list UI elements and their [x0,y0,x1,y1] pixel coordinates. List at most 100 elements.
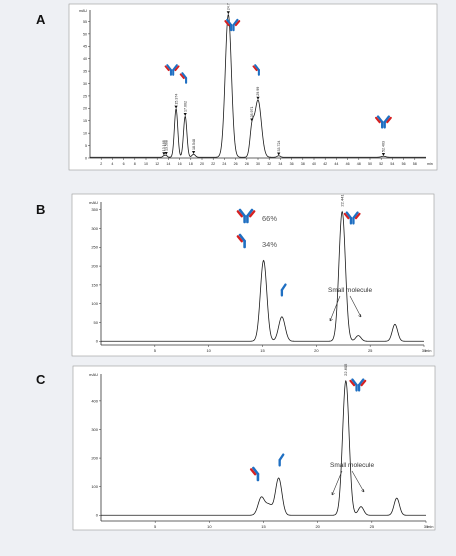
arrow-small-molecule [349,295,362,318]
y-tick-label: 200 [91,264,98,269]
x-tick-label: 10 [207,524,212,529]
x-tick-label: 2 [100,162,102,166]
y-tick-label: 15 [83,119,87,123]
annotation-66-percent: 66% [262,214,277,223]
x-tick-label: 5 [154,348,157,353]
panel-label-a: A [36,12,46,27]
y-tick-label: 40 [83,57,87,61]
antibody-chain [280,283,287,292]
x-tick-label: 32 [267,162,271,166]
y-tick-label: 55 [83,20,87,24]
x-tick-label: 22 [211,162,215,166]
x-tick-label: 5 [154,524,157,529]
x-tick-label: 30 [424,524,429,529]
panel-c-trace [101,379,426,516]
antibody-glyph-a-main [224,18,241,32]
antibody-glyph-b-66 [236,208,256,224]
x-tick-label: 40 [312,162,316,166]
antibody-chain [179,73,185,80]
peak-marker [192,151,196,155]
antibody-chain [252,466,260,476]
antibody-chain [345,211,353,220]
panel-a-trace [90,14,426,158]
antibody-chain [375,116,381,124]
x-tick-label: 26 [234,162,238,166]
antibody-glyph-a-17 [179,72,188,84]
y-tick-label: 35 [83,70,87,74]
x-tick-label: 8 [134,162,136,166]
annotation-small-molecule: Small molecule [328,287,372,294]
y-tick-label: 25 [83,94,87,98]
antibody-chain [181,72,188,80]
x-tick-label: 18 [189,162,193,166]
peak-marker [256,96,260,100]
y-tick-label: 100 [91,301,98,306]
peak-label: 13.168 [162,140,166,151]
antibody-chain [174,65,180,72]
antibody-chain [254,64,260,72]
x-tick-label: 38 [301,162,305,166]
arrow-small-molecule [351,470,365,493]
antibody-glyph-b-hc [280,283,287,297]
x-tick-label: 50 [368,162,372,166]
x-tick-label: 52 [379,162,383,166]
x-tick-label: 58 [413,162,417,166]
peak-label: 17.002 [183,101,187,112]
antibody-chain [351,378,358,387]
antibody-chain [238,208,246,218]
x-tick-label: 12 [155,162,159,166]
y-tick-label: 10 [83,132,87,136]
peak-marker [226,11,230,15]
antibody-chain [236,210,243,218]
peak-label: 52.403 [382,141,386,152]
antibody-chain [166,64,172,72]
peak-label: 28.971 [250,107,254,118]
arrow-small-molecule [331,470,343,496]
peak-marker [250,118,254,122]
panel-label-c: C [36,372,46,387]
annotation-34-percent: 34% [262,240,277,249]
antibody-chain [352,211,359,220]
panel-b-frame [71,193,435,357]
antibody-chain [238,233,246,243]
peak-label: 22.605 [343,363,348,376]
peak-label: 29.99 [256,87,260,96]
antibody-chain [226,18,233,27]
x-tick-label: 24 [222,162,226,166]
antibody-chain [249,210,256,218]
antibody-glyph-c-hc [278,453,285,467]
y-axis-label: mAU [89,372,98,377]
y-tick-label: 350 [91,207,98,212]
peak-label: 18.548 [192,139,196,150]
x-tick-label: 46 [346,162,350,166]
antibody-chain [386,116,392,124]
y-tick-label: 45 [83,45,87,49]
panel-c-frame [72,365,436,531]
peak-marker [381,153,386,157]
antibody-chain [224,20,230,27]
y-tick-label: 50 [83,32,87,36]
antibody-chain [360,379,367,387]
antibody-glyph-b-34 [236,233,246,249]
antibody-chain [343,212,350,220]
x-tick-label: 25 [370,524,375,529]
y-tick-label: 200 [91,455,98,460]
antibody-chain [357,378,365,387]
x-tick-label: 48 [357,162,361,166]
x-tick-label: 44 [334,162,338,166]
y-tick-label: 300 [91,226,98,231]
antibody-chain [172,64,178,72]
y-tick-label: 0 [96,339,99,344]
peak-marker [174,105,178,109]
antibody-glyph-b-main [343,211,361,225]
antibody-chain [246,208,254,218]
antibody-chain [278,453,285,462]
x-tick-label: 28 [245,162,249,166]
x-tick-label: 15 [261,524,266,529]
antibody-chain [376,115,384,124]
peak-label: 15.374 [174,94,178,105]
x-tick-label: 56 [402,162,406,166]
peak-label: 22.441 [339,194,344,207]
y-axis-label: mAU [79,9,87,13]
